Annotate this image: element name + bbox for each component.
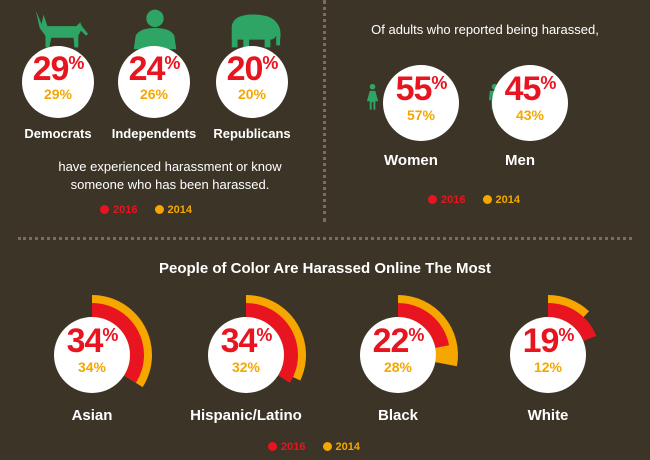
value-2016-gender-1: 45%	[492, 70, 568, 109]
arc-2016-race-0	[92, 303, 144, 383]
ring-race-2	[398, 295, 458, 367]
legend-label-2014: 2014	[335, 441, 361, 453]
category-label-race-1: Hispanic/Latino	[190, 407, 302, 424]
bust-head	[146, 9, 164, 28]
category-label-party-2: Republicans	[213, 126, 291, 141]
value-2016-race-3: 19%	[510, 322, 586, 361]
woman-body	[366, 90, 379, 110]
ring-race-1	[246, 295, 306, 383]
ring-race-3	[548, 295, 597, 342]
value-2016-race-1: 34%	[208, 322, 284, 361]
legend-label-2014: 2014	[495, 194, 521, 206]
legend-label-2016: 2016	[113, 204, 138, 216]
value-2016-party-1: 24%	[118, 50, 190, 89]
value-circle-party-2: 20% 20%	[216, 46, 288, 118]
category-label-party-1: Independents	[111, 126, 197, 141]
horizontal-divider	[18, 237, 632, 240]
value-circle-race-0: 34% 34%	[54, 317, 130, 393]
category-label-party-0: Democrats	[24, 126, 92, 141]
legend-dot-2016	[268, 442, 277, 451]
value-2016-race-0: 34%	[54, 322, 130, 361]
legend-label-2016: 2016	[281, 441, 306, 453]
value-2016-number: 24	[128, 50, 166, 89]
value-2016-number: 45	[504, 69, 542, 108]
donkey-tail	[80, 24, 88, 36]
percent-sign: %	[256, 324, 272, 345]
percent-sign: %	[262, 53, 278, 74]
legend-label-2016: 2016	[441, 194, 466, 206]
value-2014-party-0: 29%	[43, 85, 73, 102]
percent-sign: %	[68, 53, 84, 74]
legend-dot-2014	[322, 442, 332, 451]
legend-label-2014: 2014	[167, 204, 193, 216]
percent-sign: %	[540, 72, 556, 93]
percent-sign: %	[431, 72, 447, 93]
value-2016-number: 20	[226, 50, 264, 89]
value-2016-number: 19	[522, 321, 560, 360]
value-circle-gender-1: 45% 43%	[492, 65, 568, 141]
value-2014-race-2: 28%	[383, 358, 413, 375]
value-2014-gender-0: 57%	[406, 106, 436, 123]
category-label-gender-0: Women	[384, 152, 438, 169]
category-label-race-2: Black	[377, 407, 419, 424]
woman-icon	[366, 83, 379, 110]
arc-2016-race-3	[548, 303, 597, 342]
donkey-shape	[35, 10, 83, 48]
donkey-icon	[35, 10, 88, 48]
value-circle-race-3: 19% 12%	[510, 317, 586, 393]
value-2014-race-0: 34%	[77, 358, 107, 375]
race-legend: 2016 2014	[268, 441, 374, 453]
arc-2016-race-2	[398, 303, 450, 348]
value-circle-gender-0: 55% 57%	[383, 65, 459, 141]
legend-dot-2014	[154, 205, 164, 214]
value-2016-party-2: 20%	[216, 50, 288, 89]
value-2016-number: 22	[372, 321, 410, 360]
value-2014-race-1: 32%	[231, 358, 261, 375]
value-2016-gender-0: 55%	[383, 70, 459, 109]
value-2016-number: 34	[66, 321, 104, 360]
party-legend: 2016 2014	[100, 204, 206, 216]
value-circle-party-1: 24% 26%	[118, 46, 190, 118]
person-bust-icon	[133, 9, 177, 50]
value-2014-race-3: 12%	[533, 358, 563, 375]
value-2016-number: 29	[32, 50, 70, 89]
legend-dot-2016	[100, 205, 109, 214]
value-2016-race-2: 22%	[360, 322, 436, 361]
party-caption: have experienced harassment or know some…	[58, 159, 282, 192]
value-2014-party-2: 20%	[237, 85, 267, 102]
value-2016-number: 55	[395, 69, 433, 108]
category-label-race-0: Asian	[71, 407, 113, 424]
value-circle-party-0: 29% 29%	[22, 46, 94, 118]
value-2016-party-0: 29%	[22, 50, 94, 89]
legend-dot-2014	[482, 195, 492, 204]
value-2014-gender-1: 43%	[515, 106, 545, 123]
category-label-gender-1: Men	[505, 152, 535, 169]
legend-dot-2016	[428, 195, 437, 204]
percent-sign: %	[102, 324, 118, 345]
percent-sign: %	[408, 324, 424, 345]
elephant-icon	[231, 14, 281, 48]
race-title: People of Color Are Harassed Online The …	[158, 260, 491, 277]
gender-legend: 2016 2014	[428, 194, 534, 206]
bust-body	[133, 28, 177, 50]
elephant-shape	[231, 14, 281, 48]
vertical-divider	[323, 0, 326, 222]
category-label-race-3: White	[527, 407, 569, 424]
percent-sign: %	[558, 324, 574, 345]
woman-head	[369, 83, 376, 90]
percent-sign: %	[164, 53, 180, 74]
arc-2016-race-1	[246, 303, 298, 383]
value-2014-party-1: 26%	[139, 85, 169, 102]
value-circle-race-2: 22% 28%	[360, 317, 436, 393]
ring-race-0	[92, 295, 152, 388]
value-2016-number: 34	[220, 321, 258, 360]
value-circle-race-1: 34% 32%	[208, 317, 284, 393]
gender-title: Of adults who reported being harassed,	[371, 22, 599, 37]
